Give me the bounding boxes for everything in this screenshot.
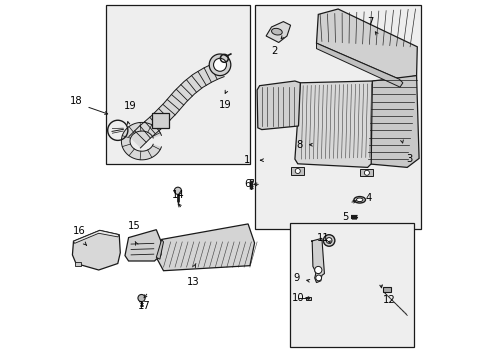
Circle shape [323, 235, 334, 246]
Circle shape [364, 170, 368, 175]
Bar [255, 5, 420, 229]
Text: 10: 10 [291, 293, 304, 303]
Polygon shape [294, 81, 371, 167]
Text: 12: 12 [382, 294, 395, 305]
Polygon shape [367, 76, 418, 167]
Text: 18: 18 [70, 96, 82, 106]
Polygon shape [265, 22, 290, 42]
Text: 17: 17 [138, 301, 151, 311]
Polygon shape [156, 239, 163, 259]
Circle shape [295, 168, 300, 174]
Text: 1: 1 [244, 155, 250, 165]
Polygon shape [125, 230, 161, 261]
Polygon shape [72, 230, 120, 270]
Polygon shape [257, 81, 300, 130]
Circle shape [213, 58, 226, 71]
Bar [305, 297, 311, 300]
Polygon shape [310, 238, 324, 283]
Circle shape [315, 275, 321, 281]
Bar [249, 179, 253, 181]
Circle shape [174, 187, 181, 194]
Text: 11: 11 [316, 233, 328, 243]
Text: 7: 7 [367, 17, 373, 27]
Bar [383, 287, 390, 292]
Circle shape [138, 294, 145, 302]
Ellipse shape [353, 197, 365, 203]
Polygon shape [129, 62, 224, 148]
Text: 14: 14 [171, 190, 184, 200]
Polygon shape [121, 122, 161, 160]
Text: 15: 15 [127, 221, 140, 231]
Bar [75, 262, 81, 266]
Text: 4: 4 [365, 193, 371, 203]
Text: 19: 19 [123, 101, 136, 111]
Text: 6: 6 [244, 179, 250, 189]
Polygon shape [156, 224, 254, 271]
Polygon shape [73, 230, 119, 243]
Text: 8: 8 [296, 140, 303, 150]
Polygon shape [316, 9, 416, 79]
Ellipse shape [271, 28, 282, 35]
Text: 9: 9 [293, 273, 300, 283]
Bar [152, 113, 168, 128]
Polygon shape [316, 43, 402, 87]
Circle shape [209, 54, 230, 76]
Text: 16: 16 [72, 226, 85, 236]
Text: 3: 3 [406, 154, 412, 164]
Text: 19: 19 [219, 100, 232, 110]
Text: 5: 5 [342, 212, 348, 222]
Ellipse shape [356, 198, 362, 202]
Circle shape [325, 238, 331, 243]
Text: 2: 2 [270, 46, 277, 56]
Bar [106, 5, 249, 164]
Bar [291, 167, 304, 175]
Text: 13: 13 [186, 276, 199, 287]
Bar [289, 223, 413, 347]
Circle shape [314, 266, 321, 274]
Bar [360, 169, 373, 176]
